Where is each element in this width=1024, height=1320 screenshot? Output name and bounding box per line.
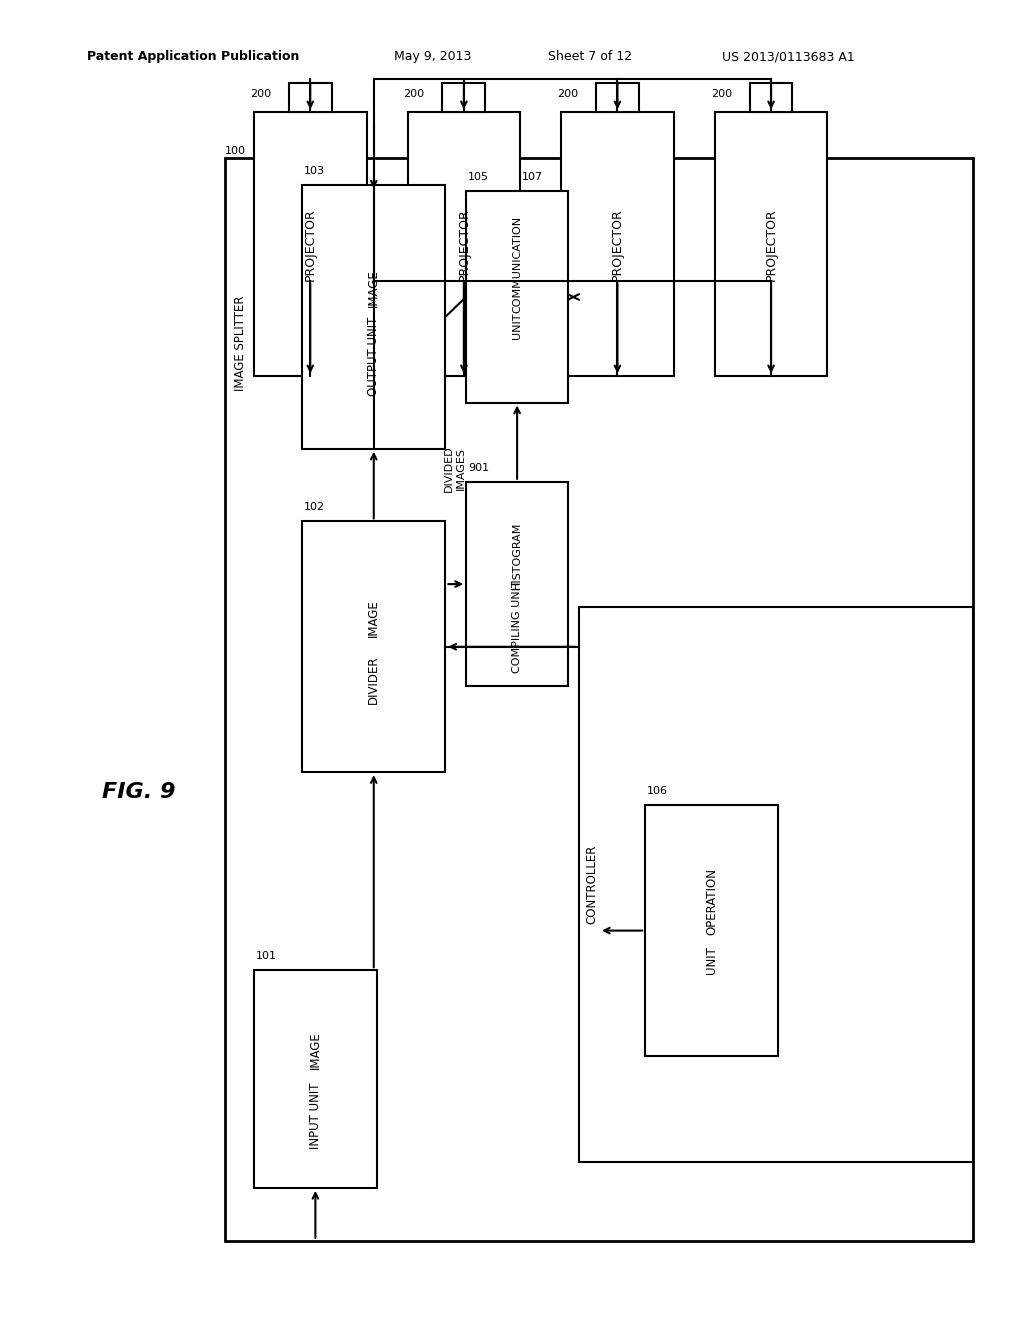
Text: CONTROLLER: CONTROLLER xyxy=(586,845,598,924)
Bar xyxy=(596,83,639,112)
Text: IMAGE: IMAGE xyxy=(309,1031,322,1069)
Bar xyxy=(254,112,367,376)
Text: 107: 107 xyxy=(522,172,544,182)
Text: Sheet 7 of 12: Sheet 7 of 12 xyxy=(548,50,632,63)
Bar xyxy=(645,805,778,1056)
Text: COMMUNICATION: COMMUNICATION xyxy=(512,215,522,313)
Text: FIG. 9: FIG. 9 xyxy=(102,781,176,803)
Bar xyxy=(442,83,485,112)
Bar xyxy=(254,970,377,1188)
Text: 200: 200 xyxy=(557,88,579,99)
Text: PROJECTOR: PROJECTOR xyxy=(304,207,316,281)
Text: Patent Application Publication: Patent Application Publication xyxy=(87,50,299,63)
Text: 200: 200 xyxy=(403,88,425,99)
Text: DIVIDED
IMAGES: DIVIDED IMAGES xyxy=(443,445,466,492)
Text: 103: 103 xyxy=(304,165,326,176)
Text: OPERATION: OPERATION xyxy=(706,869,718,935)
Text: 200: 200 xyxy=(250,88,271,99)
Text: May 9, 2013: May 9, 2013 xyxy=(394,50,472,63)
Text: HISTOGRAM: HISTOGRAM xyxy=(512,521,522,589)
Text: 101: 101 xyxy=(256,950,278,961)
Text: DIVIDER: DIVIDER xyxy=(368,656,380,704)
Text: 106: 106 xyxy=(647,785,669,796)
Text: COMPILING UNIT: COMPILING UNIT xyxy=(512,579,522,673)
Bar xyxy=(750,83,793,112)
Text: US 2013/0113683 A1: US 2013/0113683 A1 xyxy=(722,50,855,63)
Bar xyxy=(561,112,674,376)
Bar xyxy=(579,607,973,1162)
Text: UNIT: UNIT xyxy=(706,945,718,974)
Text: IMAGE: IMAGE xyxy=(368,599,380,636)
Bar xyxy=(466,482,568,686)
Text: PROJECTOR: PROJECTOR xyxy=(458,207,470,281)
Text: OUTPUT UNIT: OUTPUT UNIT xyxy=(368,317,380,396)
Bar xyxy=(302,521,445,772)
Text: 102: 102 xyxy=(304,502,326,512)
Text: 100: 100 xyxy=(225,145,247,156)
Bar xyxy=(302,185,445,449)
Text: INPUT UNIT: INPUT UNIT xyxy=(309,1082,322,1150)
Text: IMAGE: IMAGE xyxy=(368,269,380,306)
Bar xyxy=(466,191,568,403)
Text: 200: 200 xyxy=(711,88,732,99)
Bar xyxy=(715,112,827,376)
Text: 901: 901 xyxy=(468,462,489,473)
Text: IMAGE SPLITTER: IMAGE SPLITTER xyxy=(234,296,247,391)
Text: PROJECTOR: PROJECTOR xyxy=(765,207,777,281)
Bar xyxy=(289,83,332,112)
Bar xyxy=(408,112,520,376)
Text: PROJECTOR: PROJECTOR xyxy=(611,207,624,281)
Text: UNIT: UNIT xyxy=(512,313,522,339)
Text: 105: 105 xyxy=(468,172,489,182)
Bar xyxy=(225,158,973,1241)
